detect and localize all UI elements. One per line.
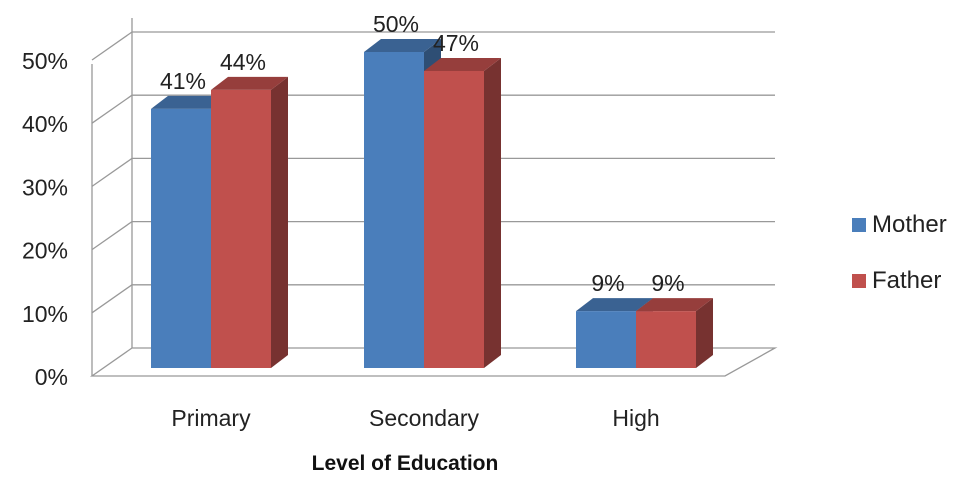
x-category-label: Secondary: [369, 405, 479, 431]
gridline-diagonal: [91, 284, 133, 314]
x-category-label: Primary: [171, 405, 251, 431]
x-axis-categories: Primary Secondary High: [171, 405, 659, 431]
data-label: 9%: [591, 270, 624, 296]
gridline-diagonal: [91, 221, 133, 251]
legend-item-father: Father: [852, 266, 947, 296]
bar-side-face: [696, 298, 713, 368]
gridline-diagonal: [91, 157, 133, 187]
chart-floor: [89, 347, 778, 377]
bar-front-face: [636, 311, 696, 368]
y-tick-label: 20%: [22, 238, 68, 264]
gridline-diagonal: [91, 94, 133, 124]
legend: Mother Father: [852, 210, 947, 322]
data-label: 41%: [160, 68, 206, 94]
legend-item-mother: Mother: [852, 210, 947, 240]
y-tick-label: 40%: [22, 111, 68, 137]
x-axis-title: Level of Education: [312, 452, 499, 475]
bar-secondary-father: [424, 57, 501, 369]
bar-primary-father: [211, 76, 288, 369]
bar-top-face: [424, 57, 501, 71]
gridline-diagonal: [91, 31, 133, 61]
data-label: 50%: [373, 11, 419, 37]
chart-walls: [89, 18, 778, 377]
data-label: 9%: [651, 270, 684, 296]
legend-label-father: Father: [872, 267, 942, 294]
bar-front-face: [211, 89, 271, 369]
bar-side-face: [271, 76, 288, 369]
bar-high-father: [636, 298, 713, 368]
y-tick-label: 0%: [35, 364, 68, 390]
bar-side-face: [484, 57, 501, 369]
bar-top-face: [364, 39, 441, 52]
legend-swatch-mother: [852, 218, 866, 232]
data-label: 47%: [433, 30, 479, 56]
bar-top-face: [151, 95, 228, 109]
y-tick-label: 50%: [22, 48, 68, 74]
legend-swatch-father: [852, 274, 866, 288]
y-tick-label: 10%: [22, 301, 68, 327]
bar-front-face: [151, 108, 211, 368]
x-category-label: High: [612, 405, 659, 431]
legend-label-mother: Mother: [872, 211, 947, 238]
bar-top-face: [576, 298, 653, 312]
y-tick-label: 30%: [22, 174, 68, 200]
data-label: 44%: [220, 49, 266, 75]
bar-front-face: [364, 52, 424, 368]
data-labels: 41% 44% 50% 47% 9% 9%: [160, 11, 685, 296]
bar-top-face: [211, 76, 288, 90]
y-axis-ticks: 0% 10% 20% 30% 40% 50%: [22, 48, 68, 390]
bar-top-face: [636, 298, 713, 312]
bar-front-face: [576, 311, 636, 368]
bar-front-face: [424, 70, 484, 369]
bars: [151, 39, 713, 369]
